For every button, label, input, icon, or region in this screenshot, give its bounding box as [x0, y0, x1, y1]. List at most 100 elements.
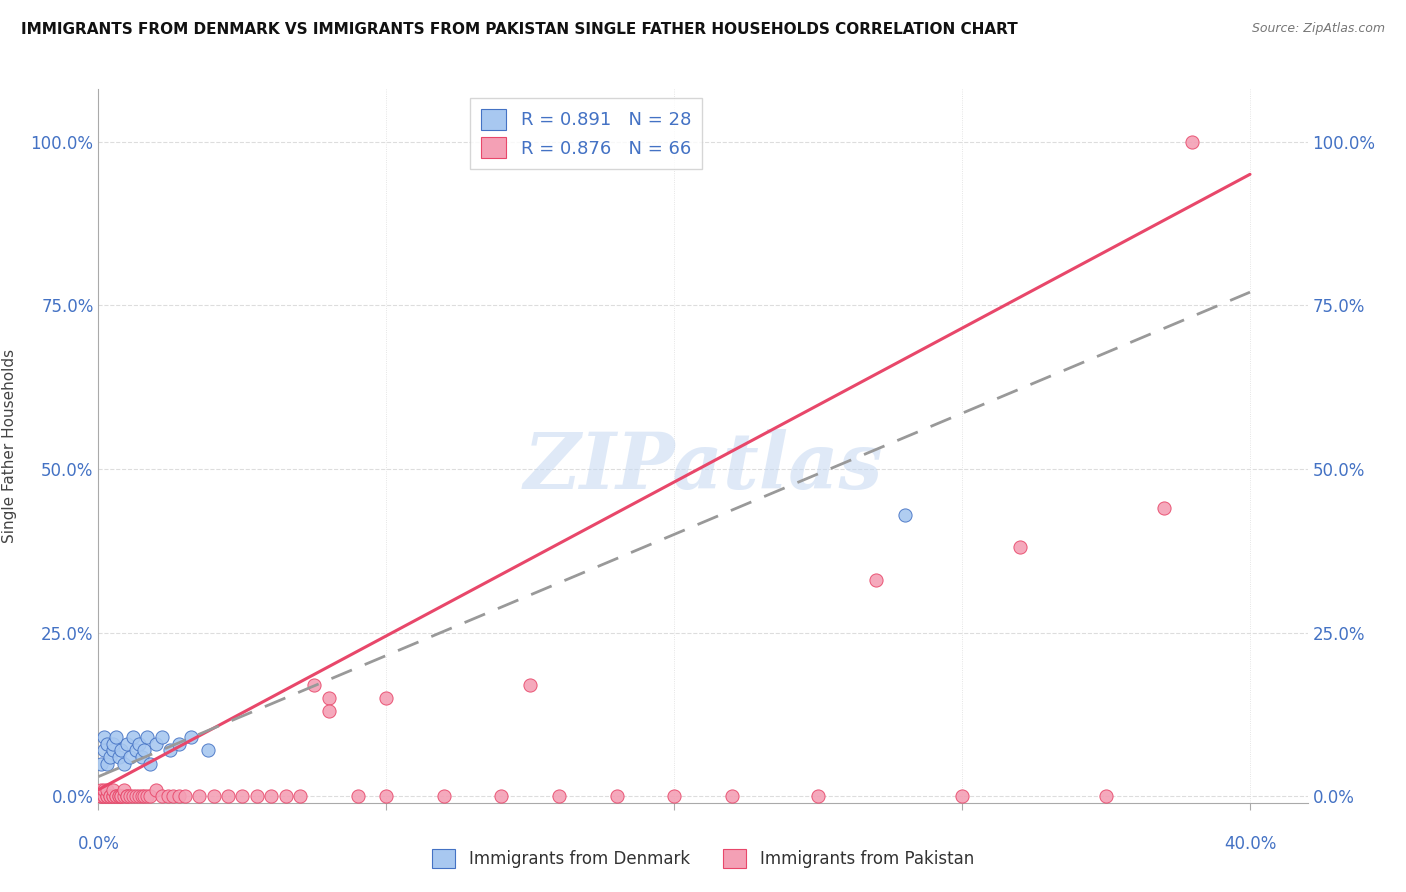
Point	[93, 789, 115, 804]
Point	[1095, 789, 1118, 804]
Point	[131, 750, 153, 764]
Point	[197, 743, 219, 757]
Legend: Immigrants from Denmark, Immigrants from Pakistan: Immigrants from Denmark, Immigrants from…	[425, 842, 981, 875]
Point	[807, 789, 830, 804]
Point	[433, 789, 456, 804]
Point	[112, 789, 135, 804]
Point	[115, 789, 138, 804]
Text: ZIPatlas: ZIPatlas	[523, 429, 883, 506]
Point	[110, 789, 132, 804]
Point	[548, 789, 571, 804]
Point	[101, 789, 124, 804]
Point	[90, 782, 112, 797]
Point	[122, 789, 145, 804]
Point	[865, 573, 887, 587]
Point	[893, 508, 915, 522]
Point	[188, 789, 211, 804]
Point	[246, 789, 269, 804]
Point	[93, 731, 115, 745]
Point	[125, 789, 148, 804]
Y-axis label: Single Father Households: Single Father Households	[1, 349, 17, 543]
Point	[375, 691, 398, 706]
Point	[156, 789, 179, 804]
Point	[491, 789, 513, 804]
Point	[96, 782, 118, 797]
Point	[304, 678, 326, 692]
Point	[93, 789, 115, 804]
Point	[606, 789, 628, 804]
Point	[104, 789, 127, 804]
Text: IMMIGRANTS FROM DENMARK VS IMMIGRANTS FROM PAKISTAN SINGLE FATHER HOUSEHOLDS COR: IMMIGRANTS FROM DENMARK VS IMMIGRANTS FR…	[21, 22, 1018, 37]
Point	[318, 691, 340, 706]
Point	[145, 737, 167, 751]
Point	[98, 750, 121, 764]
Point	[128, 737, 150, 751]
Point	[96, 756, 118, 771]
Point	[202, 789, 225, 804]
Point	[112, 756, 135, 771]
Point	[231, 789, 253, 804]
Point	[950, 789, 973, 804]
Point	[519, 678, 541, 692]
Point	[217, 789, 239, 804]
Point	[125, 743, 148, 757]
Point	[1153, 501, 1175, 516]
Point	[260, 789, 283, 804]
Point	[101, 782, 124, 797]
Point	[120, 789, 142, 804]
Point	[96, 789, 118, 804]
Point	[98, 789, 121, 804]
Point	[115, 737, 138, 751]
Point	[128, 789, 150, 804]
Point	[150, 789, 173, 804]
Point	[90, 789, 112, 804]
Point	[1008, 541, 1031, 555]
Point	[120, 750, 142, 764]
Point	[139, 789, 162, 804]
Point	[96, 737, 118, 751]
Point	[139, 756, 162, 771]
Point	[274, 789, 297, 804]
Point	[346, 789, 368, 804]
Point	[107, 789, 129, 804]
Point	[96, 789, 118, 804]
Point	[110, 789, 132, 804]
Point	[107, 789, 129, 804]
Text: 0.0%: 0.0%	[77, 835, 120, 853]
Text: Source: ZipAtlas.com: Source: ZipAtlas.com	[1251, 22, 1385, 36]
Point	[90, 756, 112, 771]
Point	[122, 731, 145, 745]
Point	[134, 743, 156, 757]
Point	[93, 782, 115, 797]
Point	[136, 731, 159, 745]
Point	[104, 731, 127, 745]
Point	[112, 782, 135, 797]
Point	[167, 737, 190, 751]
Point	[288, 789, 311, 804]
Point	[90, 789, 112, 804]
Point	[101, 789, 124, 804]
Point	[134, 789, 156, 804]
Point	[104, 789, 127, 804]
Point	[1181, 135, 1204, 149]
Point	[167, 789, 190, 804]
Text: 40.0%: 40.0%	[1223, 835, 1277, 853]
Point	[136, 789, 159, 804]
Point	[173, 789, 195, 804]
Point	[107, 750, 129, 764]
Point	[180, 731, 202, 745]
Point	[101, 743, 124, 757]
Point	[159, 743, 181, 757]
Point	[101, 737, 124, 751]
Point	[664, 789, 686, 804]
Point	[318, 704, 340, 718]
Point	[98, 789, 121, 804]
Point	[93, 743, 115, 757]
Point	[145, 782, 167, 797]
Point	[162, 789, 184, 804]
Point	[110, 743, 132, 757]
Point	[375, 789, 398, 804]
Point	[131, 789, 153, 804]
Legend: R = 0.891   N = 28, R = 0.876   N = 66: R = 0.891 N = 28, R = 0.876 N = 66	[470, 98, 702, 169]
Point	[720, 789, 742, 804]
